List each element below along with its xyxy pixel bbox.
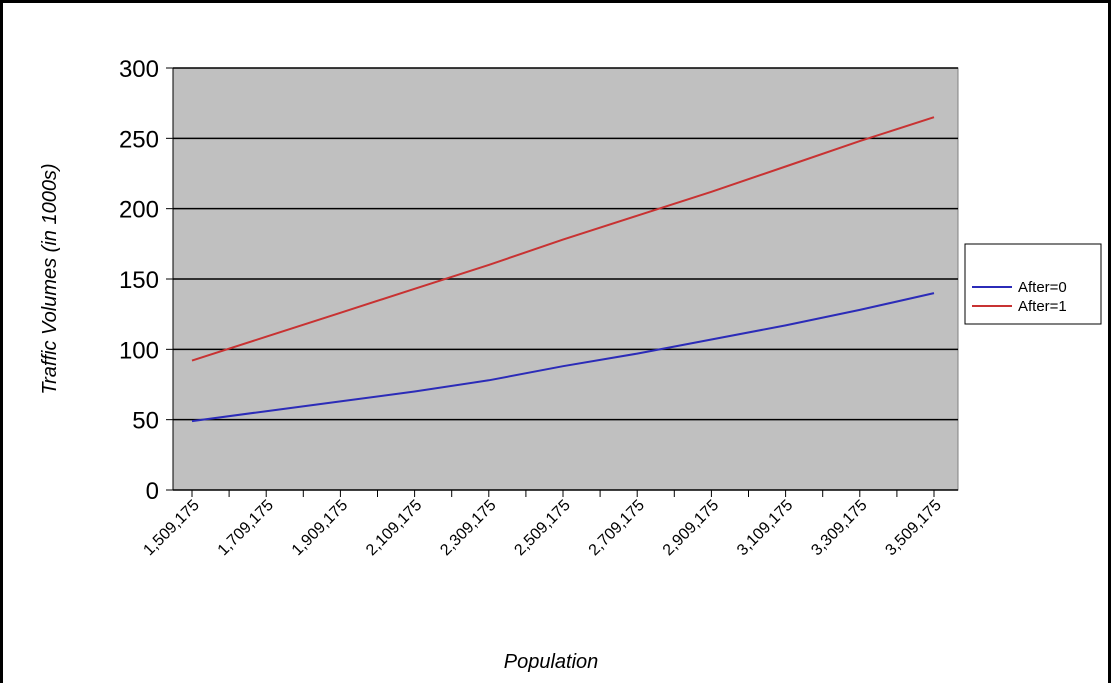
x-tick-label: 3,109,175 (734, 497, 796, 559)
y-tick-label: 50 (132, 408, 159, 435)
legend-label: After=0 (1018, 279, 1067, 296)
legend-box (964, 243, 1102, 325)
x-tick-label: 1,909,175 (289, 497, 351, 559)
series-line-2 (191, 116, 935, 362)
y-tick-label: 100 (119, 337, 159, 364)
x-tick-label: 2,709,175 (586, 497, 648, 559)
grid-lines (173, 67, 958, 421)
y-axis: 0 50 100 150 200 250 300 (119, 56, 174, 505)
x-tick-label: 1,709,175 (215, 497, 277, 559)
x-tick-label: 2,909,175 (660, 497, 722, 559)
y-tick-label: 200 (119, 197, 159, 224)
x-tick-label: 2,309,175 (437, 497, 499, 559)
y-tick-label: 150 (119, 267, 159, 294)
y-tick-label: 300 (119, 56, 159, 83)
x-tick-label: 3,309,175 (808, 497, 870, 559)
y-axis-title: Traffic Volumes (in 1000s) (39, 163, 61, 394)
x-tick-label: 2,109,175 (363, 497, 425, 559)
series-line-1 (191, 292, 935, 423)
x-axis: 1,509,175 1,709,175 1,909,175 2,109,175 2,30… (140, 489, 958, 559)
x-tick-label: 1,509,175 (140, 497, 202, 559)
series-lines (191, 116, 935, 423)
y-tick-label: 250 (119, 126, 159, 153)
legend: After=0 After=1 (964, 243, 1102, 325)
legend-label: After=1 (1018, 298, 1067, 315)
y-tick-label: 0 (146, 478, 159, 505)
x-axis-title: Population (504, 651, 599, 673)
x-tick-label: 3,509,175 (882, 497, 944, 559)
x-tick-label: 2,509,175 (511, 497, 573, 559)
